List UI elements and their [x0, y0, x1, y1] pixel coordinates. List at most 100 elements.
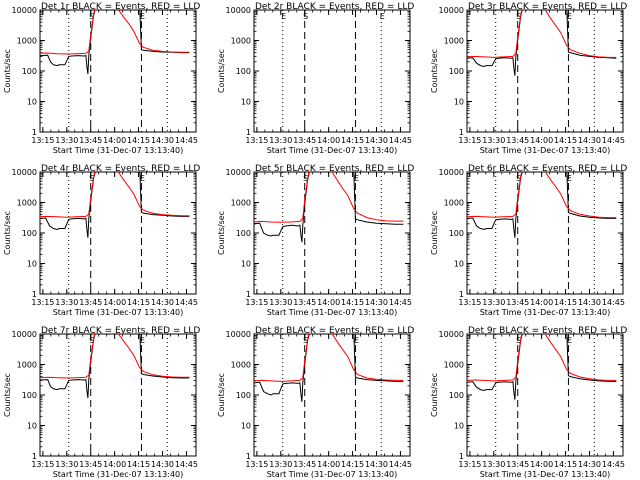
panel-det-2r: 1 10 100 1000 10000 13:15 13:30 13:45 14:00 14:15… — [217, 2, 414, 155]
panel-title: Det 1r BLACK = Events, RED = LLD — [41, 2, 200, 12]
y-tick-label: 1000 — [231, 361, 251, 370]
x-tick-label: 13:45 — [79, 136, 102, 145]
panel-det-9r: 1 10 100 1000 10000 13:15 13:30 13:45 14:00 14:15… — [430, 326, 627, 479]
marker-label: S — [303, 12, 308, 21]
series-events — [467, 172, 617, 238]
y-tick-label: 1 — [246, 128, 251, 137]
series-events — [254, 334, 404, 402]
x-tick-label: 14:15 — [554, 136, 577, 145]
panel-title: Det 5r BLACK = Events, RED = LLD — [255, 164, 414, 174]
y-tick-label: 1 — [32, 290, 37, 299]
series-events — [467, 334, 617, 400]
x-tick-label: 14:30 — [151, 298, 174, 307]
marker-label: S — [516, 12, 521, 21]
x-tick-label: 13:30 — [55, 136, 78, 145]
marker-label: S — [89, 12, 94, 21]
x-tick-label: 14:30 — [365, 460, 388, 469]
x-tick-label: 14:45 — [175, 136, 198, 145]
y-tick-label: 1 — [32, 128, 37, 137]
y-tick-label: 100 — [236, 67, 251, 76]
x-tick-label: 14:30 — [365, 136, 388, 145]
y-tick-label: 10 — [241, 98, 251, 107]
x-axis-label: Start Time (31-Dec-07 13:13:40) — [53, 308, 184, 317]
x-tick-label: 14:45 — [602, 136, 625, 145]
x-tick-label: 14:30 — [578, 298, 601, 307]
x-axis-label: Start Time (31-Dec-07 13:13:40) — [53, 146, 184, 155]
series-lld — [40, 172, 190, 218]
x-tick-label: 14:45 — [175, 298, 198, 307]
x-tick-label: 14:30 — [578, 136, 601, 145]
marker-label: E — [567, 174, 572, 183]
panel-det-4r: 1 10 100 1000 10000 13:15 13:30 13:45 14:00 14:15… — [3, 164, 200, 317]
x-tick-label: 13:15 — [31, 136, 54, 145]
x-tick-label: 14:15 — [341, 460, 364, 469]
y-tick-label: 1000 — [17, 361, 37, 370]
x-tick-label: 14:15 — [554, 460, 577, 469]
x-tick-label: 14:15 — [127, 136, 150, 145]
x-tick-label: 14:45 — [602, 460, 625, 469]
x-axis-label: Start Time (31-Dec-07 13:13:40) — [267, 308, 398, 317]
y-tick-label: 10 — [454, 98, 464, 107]
plot-frame — [253, 9, 411, 133]
y-tick-label: 1000 — [17, 199, 37, 208]
x-tick-label: 13:45 — [79, 460, 102, 469]
marker-label: E — [567, 12, 572, 21]
marker-label: E — [140, 336, 145, 345]
y-tick-label: 100 — [236, 391, 251, 400]
y-tick-label: 100 — [236, 229, 251, 238]
y-tick-label: 1000 — [231, 199, 251, 208]
panel-det-7r: 1 10 100 1000 10000 13:15 13:30 13:45 14:00 14:15… — [3, 326, 200, 479]
series-events — [40, 10, 190, 75]
y-tick-label: 1000 — [17, 37, 37, 46]
marker-label: E — [380, 12, 385, 21]
y-tick-label: 1 — [246, 290, 251, 299]
x-tick-label: 13:45 — [506, 136, 529, 145]
marker-label: S — [303, 336, 308, 345]
x-tick-label: 13:15 — [245, 298, 268, 307]
x-axis-label: Start Time (31-Dec-07 13:13:40) — [267, 146, 398, 155]
x-tick-label: 14:00 — [317, 460, 340, 469]
y-tick-label: 10000 — [226, 168, 251, 177]
x-tick-label: 13:15 — [31, 460, 54, 469]
marker-label: E — [140, 174, 145, 183]
y-axis-label: Counts/sec — [217, 211, 226, 255]
y-axis-label: Counts/sec — [430, 49, 439, 93]
y-axis-label: Counts/sec — [3, 211, 12, 255]
x-tick-label: 14:00 — [103, 298, 126, 307]
y-tick-label: 10000 — [12, 168, 37, 177]
x-tick-label: 14:00 — [530, 460, 553, 469]
panel-det-8r: 1 10 100 1000 10000 13:15 13:30 13:45 14:00 14:15… — [217, 326, 414, 479]
x-tick-label: 14:15 — [127, 460, 150, 469]
marker-label: S — [303, 174, 308, 183]
marker-label: E — [354, 174, 359, 183]
x-tick-label: 14:15 — [554, 298, 577, 307]
x-tick-label: 14:00 — [317, 136, 340, 145]
x-tick-label: 13:15 — [458, 460, 481, 469]
x-tick-label: 13:30 — [269, 298, 292, 307]
panel-det-6r: 1 10 100 1000 10000 13:15 13:30 13:45 14:00 14:15… — [430, 164, 627, 317]
y-axis-label: Counts/sec — [217, 373, 226, 417]
x-tick-label: 14:00 — [103, 460, 126, 469]
y-tick-label: 10 — [241, 422, 251, 431]
x-tick-label: 13:45 — [293, 460, 316, 469]
x-tick-label: 13:15 — [245, 136, 268, 145]
x-tick-label: 14:30 — [365, 298, 388, 307]
plot-frame — [253, 171, 411, 295]
x-tick-label: 13:30 — [55, 460, 78, 469]
plot-frame — [466, 9, 624, 133]
panel-title: Det 9r BLACK = Events, RED = LLD — [468, 326, 627, 336]
x-tick-label: 13:30 — [269, 460, 292, 469]
x-tick-label: 13:30 — [482, 460, 505, 469]
x-tick-label: 13:30 — [55, 298, 78, 307]
x-tick-label: 14:15 — [127, 298, 150, 307]
x-tick-label: 13:45 — [506, 298, 529, 307]
marker-label: S — [516, 174, 521, 183]
marker-label: E — [567, 336, 572, 345]
panel-title: Det 6r BLACK = Events, RED = LLD — [468, 164, 627, 174]
x-tick-label: 14:45 — [389, 136, 412, 145]
plot-frame — [39, 171, 197, 295]
marker-label: E — [281, 12, 286, 21]
series-lld — [254, 334, 404, 382]
x-tick-label: 13:15 — [458, 136, 481, 145]
